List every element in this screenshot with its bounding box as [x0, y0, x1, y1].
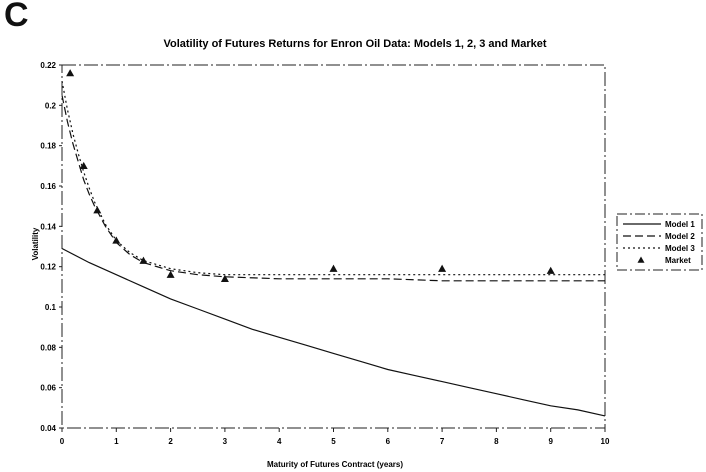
y-tick-label: 0.12: [40, 263, 56, 272]
y-axis-label: Volatility: [31, 227, 40, 260]
market-point: [93, 206, 102, 214]
market-point: [66, 69, 75, 77]
x-tick-label: 8: [494, 437, 499, 446]
y-tick-label: 0.2: [45, 101, 57, 110]
plot-border: [61, 64, 606, 429]
y-tick-label: 0.04: [40, 424, 56, 433]
y-tick-label: 0.1: [45, 303, 57, 312]
series-layer: [61, 69, 606, 417]
legend-label-model-3: Model 3: [665, 244, 695, 253]
x-tick-label: 0: [60, 437, 65, 446]
legend-label-model-2: Model 2: [665, 232, 695, 241]
market-point: [112, 236, 121, 244]
market-point: [329, 264, 338, 272]
x-tick-label: 1: [114, 437, 119, 446]
legend-label-market: Market: [665, 256, 691, 265]
chart-title: Volatility of Futures Returns for Enron …: [163, 38, 546, 50]
plot-frame: [61, 64, 606, 429]
x-axis: 0 1 2 3 4 5 6 7 8 9 10: [60, 428, 610, 446]
market-point: [438, 264, 447, 272]
y-tick-label: 0.22: [40, 61, 56, 70]
x-axis-label: Maturity of Futures Contract (years): [267, 460, 403, 469]
y-tick-label: 0.06: [40, 384, 56, 393]
market-point: [79, 161, 88, 170]
x-tick-label: 2: [168, 437, 173, 446]
y-tick-label: 0.14: [40, 222, 56, 231]
y-tick-label: 0.18: [40, 142, 56, 151]
legend: Model 1 Model 2 Model 3 Market: [616, 213, 703, 271]
legend-swatch-market: [637, 256, 645, 263]
panel-letter: C: [4, 0, 29, 34]
x-tick-label: 10: [601, 437, 610, 446]
x-tick-label: 9: [548, 437, 553, 446]
market-point: [220, 274, 229, 282]
x-tick-label: 5: [331, 437, 336, 446]
model-1-line: [61, 247, 606, 417]
market-point: [139, 256, 148, 264]
y-axis: 0.04 0.06 0.08 0.1 0.12 0.14 0.16 0.18 0.2 0.22: [40, 61, 62, 433]
model-2-line: [61, 95, 605, 282]
model-3-line: [61, 80, 605, 276]
x-tick-label: 7: [440, 437, 445, 446]
x-tick-label: 4: [277, 437, 282, 446]
market-point: [166, 270, 175, 278]
x-tick-label: 3: [223, 437, 228, 446]
legend-box: [616, 213, 703, 271]
y-tick-label: 0.08: [40, 343, 56, 352]
x-tick-label: 6: [386, 437, 391, 446]
legend-label-model-1: Model 1: [665, 220, 695, 229]
market-point: [546, 266, 555, 274]
y-tick-label: 0.16: [40, 182, 56, 191]
